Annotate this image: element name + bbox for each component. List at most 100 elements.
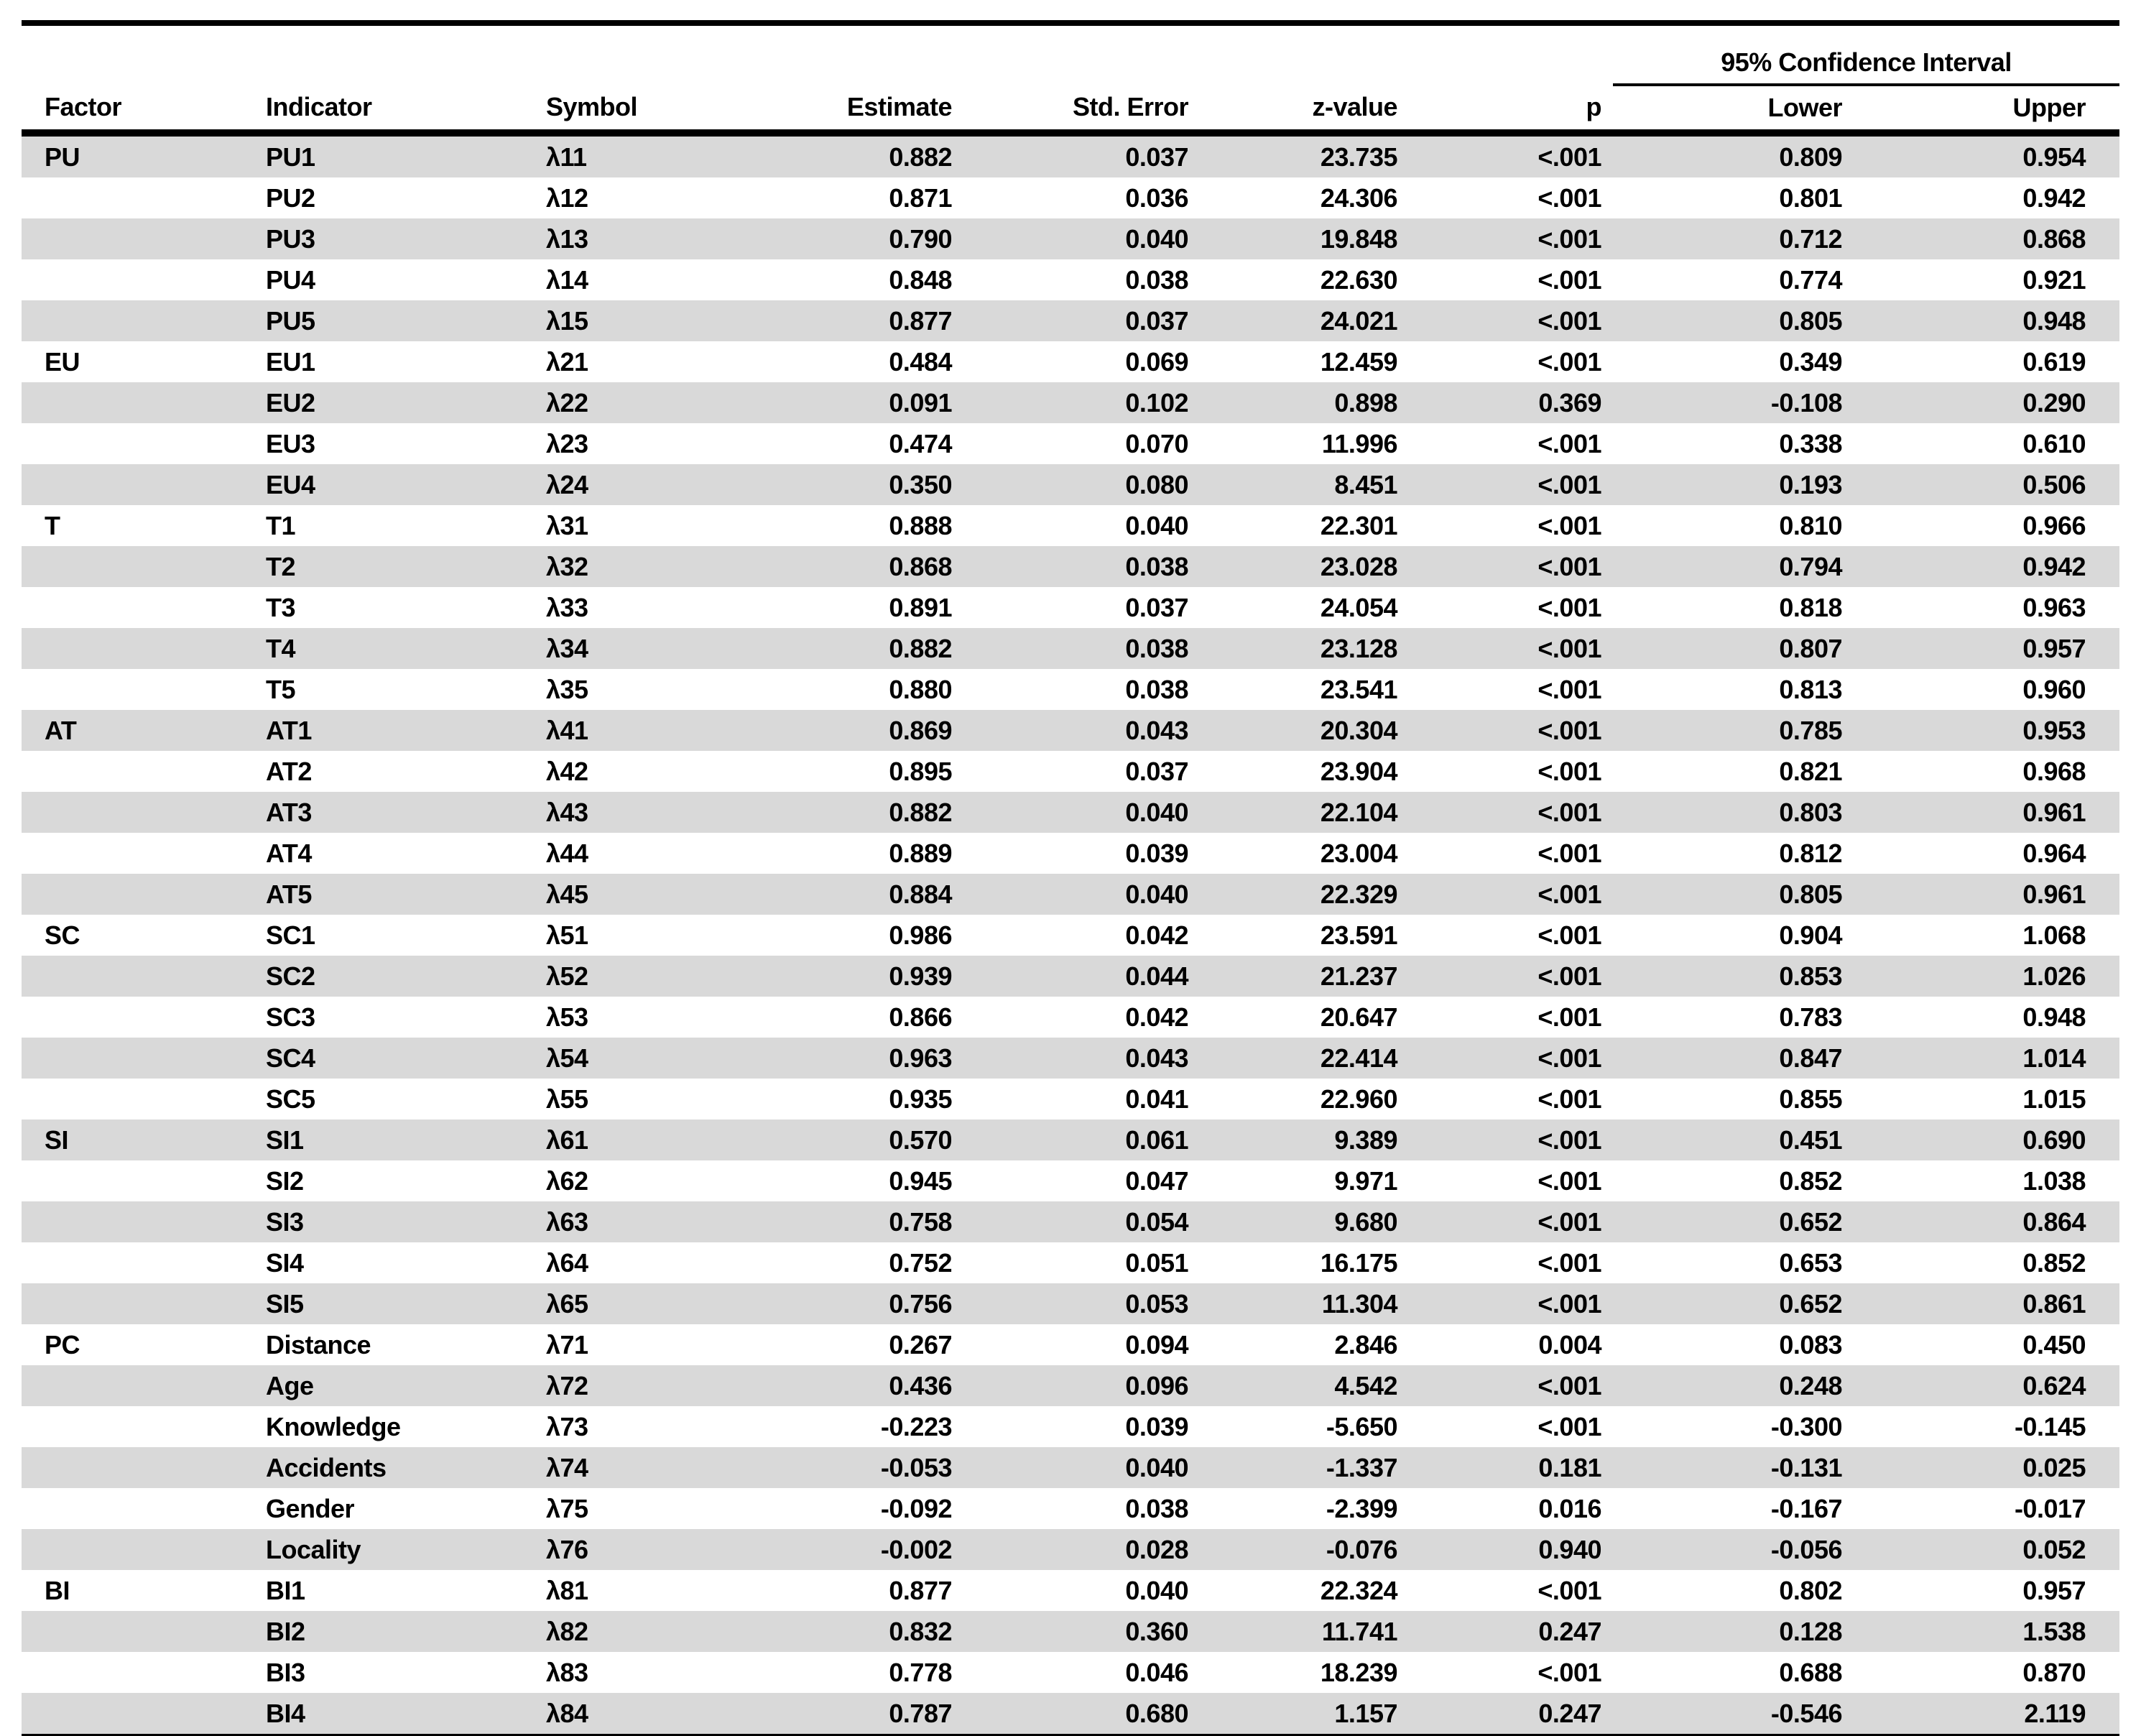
cell-std-error: 0.046 bbox=[1125, 1657, 1188, 1687]
cell-symbol: λ72 bbox=[546, 1370, 588, 1400]
cell-estimate: 0.848 bbox=[889, 264, 952, 295]
cell-factor bbox=[22, 1447, 266, 1488]
cell-upper: 0.954 bbox=[2022, 142, 2086, 172]
cell-factor: BI bbox=[45, 1575, 70, 1605]
cell-p: 0.181 bbox=[1538, 1452, 1601, 1482]
cell-z-value: 21.237 bbox=[1320, 961, 1398, 991]
cell-factor bbox=[22, 587, 266, 628]
table-row: AT AT1 λ41 0.869 0.043 20.304 <.001 0.785 0.953 bbox=[22, 710, 2120, 751]
cell-std-error: 0.040 bbox=[1125, 1452, 1188, 1482]
cell-indicator: PU2 bbox=[266, 183, 315, 213]
column-header-row: Factor Indicator Symbol Estimate Std. Er… bbox=[22, 85, 2120, 137]
cell-factor bbox=[22, 300, 266, 341]
table-row: BI BI1 λ81 0.877 0.040 22.324 <.001 0.802 0.957 bbox=[22, 1570, 2119, 1611]
cell-symbol: λ52 bbox=[546, 961, 588, 991]
table-row: T4 λ34 0.882 0.038 23.128 <.001 0.807 0.957 bbox=[22, 628, 2120, 669]
cell-indicator: BI2 bbox=[266, 1616, 305, 1646]
cell-z-value: 11.304 bbox=[1321, 1288, 1398, 1319]
table-row: PU5 λ15 0.877 0.037 24.021 <.001 0.805 0.948 bbox=[22, 300, 2120, 341]
cell-factor bbox=[22, 874, 266, 915]
cell-upper: 0.025 bbox=[2022, 1452, 2086, 1482]
cell-factor bbox=[22, 423, 266, 464]
cell-symbol: λ33 bbox=[546, 592, 588, 622]
cell-lower: -0.131 bbox=[1770, 1452, 1843, 1482]
cell-lower: 0.812 bbox=[1779, 838, 1842, 868]
table-row: SI5 λ65 0.756 0.053 11.304 <.001 0.652 0.861 bbox=[22, 1283, 2120, 1324]
cell-upper: 0.942 bbox=[2022, 551, 2086, 581]
cell-lower: 0.807 bbox=[1779, 633, 1842, 663]
cell-lower: -0.108 bbox=[1770, 387, 1843, 417]
cell-std-error: 0.047 bbox=[1125, 1165, 1188, 1196]
table-row: T3 λ33 0.891 0.037 24.054 <.001 0.818 0.963 bbox=[22, 587, 2119, 628]
cell-factor bbox=[22, 1611, 266, 1652]
cell-factor bbox=[22, 833, 266, 874]
cell-indicator: BI1 bbox=[266, 1575, 305, 1605]
cell-estimate: 0.882 bbox=[889, 633, 952, 663]
cell-p: <.001 bbox=[1537, 551, 1601, 581]
cell-lower: 0.805 bbox=[1779, 305, 1842, 336]
cell-indicator: Gender bbox=[266, 1493, 355, 1523]
cell-p: <.001 bbox=[1537, 920, 1601, 950]
cell-p: <.001 bbox=[1537, 1575, 1601, 1605]
cell-p: <.001 bbox=[1537, 428, 1601, 458]
col-header-z-value: z-value bbox=[1200, 85, 1408, 137]
cell-upper: 0.690 bbox=[2022, 1125, 2086, 1155]
cell-factor bbox=[22, 464, 266, 505]
cell-lower: 0.785 bbox=[1779, 715, 1842, 745]
cell-upper: 0.610 bbox=[2022, 428, 2086, 458]
cell-p: <.001 bbox=[1537, 346, 1601, 377]
cell-std-error: 0.360 bbox=[1125, 1616, 1188, 1646]
cell-std-error: 0.080 bbox=[1125, 469, 1188, 499]
ci-spanner-row: 95% Confidence Interval bbox=[22, 23, 2120, 86]
cell-p: <.001 bbox=[1537, 142, 1601, 172]
cell-estimate: 0.787 bbox=[889, 1698, 952, 1728]
cell-estimate: 0.895 bbox=[889, 756, 952, 786]
cell-factor: AT bbox=[45, 715, 77, 745]
cell-z-value: 0.898 bbox=[1334, 387, 1397, 417]
cell-upper: 0.870 bbox=[2022, 1657, 2086, 1687]
cell-z-value: 22.630 bbox=[1320, 264, 1398, 295]
cell-p: <.001 bbox=[1537, 1411, 1601, 1441]
table-row: SC2 λ52 0.939 0.044 21.237 <.001 0.853 1.026 bbox=[22, 956, 2120, 997]
cell-factor: SI bbox=[45, 1125, 69, 1155]
cell-lower: 0.774 bbox=[1779, 264, 1842, 295]
cell-z-value: 11.741 bbox=[1321, 1616, 1398, 1646]
cell-upper: 0.963 bbox=[2022, 592, 2086, 622]
cell-factor bbox=[22, 669, 266, 710]
cell-std-error: 0.069 bbox=[1125, 346, 1188, 377]
cell-indicator: SC4 bbox=[266, 1043, 315, 1073]
cell-upper: -0.017 bbox=[2014, 1493, 2086, 1523]
cell-std-error: 0.102 bbox=[1125, 387, 1188, 417]
table-row: EU4 λ24 0.350 0.080 8.451 <.001 0.193 0.506 bbox=[22, 464, 2120, 505]
cell-estimate: 0.758 bbox=[889, 1206, 952, 1237]
cell-std-error: 0.096 bbox=[1125, 1370, 1188, 1400]
col-header-lower: Lower bbox=[1613, 85, 1854, 137]
table-row: T5 λ35 0.880 0.038 23.541 <.001 0.813 0.960 bbox=[22, 669, 2119, 710]
cell-symbol: λ41 bbox=[546, 715, 588, 745]
cell-indicator: T5 bbox=[266, 674, 296, 704]
cell-z-value: 22.301 bbox=[1320, 510, 1398, 540]
cell-z-value: 1.157 bbox=[1334, 1698, 1397, 1728]
cell-factor bbox=[22, 218, 266, 259]
cell-upper: 0.964 bbox=[2022, 838, 2086, 868]
cell-estimate: 0.884 bbox=[889, 879, 952, 909]
cell-lower: -0.167 bbox=[1770, 1493, 1843, 1523]
cell-estimate: 0.882 bbox=[889, 142, 952, 172]
col-header-upper: Upper bbox=[1854, 85, 2120, 137]
cell-estimate: 0.889 bbox=[889, 838, 952, 868]
cell-symbol: λ35 bbox=[546, 674, 588, 704]
cell-std-error: 0.040 bbox=[1125, 879, 1188, 909]
cell-indicator: AT2 bbox=[266, 756, 312, 786]
cell-indicator: SI1 bbox=[266, 1125, 304, 1155]
cell-symbol: λ45 bbox=[546, 879, 588, 909]
table-row: EU EU1 λ21 0.484 0.069 12.459 <.001 0.349 0.619 bbox=[22, 341, 2119, 382]
cell-upper: 0.948 bbox=[2022, 1002, 2086, 1032]
cell-z-value: 2.846 bbox=[1334, 1329, 1397, 1359]
cell-std-error: 0.039 bbox=[1125, 838, 1188, 868]
cell-upper: 0.968 bbox=[2022, 756, 2086, 786]
table-row: PU3 λ13 0.790 0.040 19.848 <.001 0.712 0.868 bbox=[22, 218, 2120, 259]
cell-lower: 0.083 bbox=[1779, 1329, 1842, 1359]
cell-upper: 1.038 bbox=[2022, 1165, 2086, 1196]
cell-std-error: 0.038 bbox=[1125, 264, 1188, 295]
cell-symbol: λ42 bbox=[546, 756, 588, 786]
